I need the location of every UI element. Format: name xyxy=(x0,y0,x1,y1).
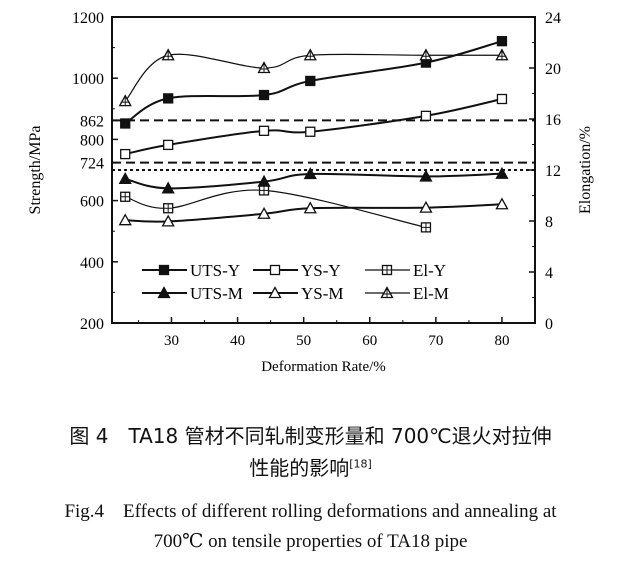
y2-tick-label: 0 xyxy=(545,316,553,333)
data-point-uts-y xyxy=(496,36,508,47)
y-tick-label: 200 xyxy=(80,316,104,333)
data-point-uts-y xyxy=(258,89,270,101)
data-point-uts-m xyxy=(257,174,271,187)
y-tick-label: 724 xyxy=(80,156,104,173)
caption-reference: [18] xyxy=(349,457,372,471)
y-tick-label: 1200 xyxy=(72,10,104,27)
data-point-ys-m xyxy=(257,206,271,219)
series-line-el-y xyxy=(125,189,427,228)
x-tick-label: 80 xyxy=(494,333,509,349)
chart: 30 40 50 60 70 80 200 400 600 724 800 862 1000 1200 0 4… xyxy=(27,10,594,375)
caption-cn-text: 性能的影响 xyxy=(249,456,350,480)
y2-tick-label: 20 xyxy=(545,61,561,78)
legend-label: YS-M xyxy=(301,284,344,303)
caption-en-line1: Fig.4 Effects of different rolling defor… xyxy=(64,501,557,522)
data-point-ys-m xyxy=(118,213,132,226)
legend-label: El-M xyxy=(413,284,449,303)
data-point-uts-m xyxy=(495,166,509,179)
y2-tick-label: 12 xyxy=(545,163,561,180)
y2-tick-label: 8 xyxy=(545,214,553,231)
y-tick-label: 862 xyxy=(80,113,104,130)
data-point-ys-y xyxy=(420,110,432,121)
legend-marker xyxy=(158,264,170,276)
legend-marker xyxy=(268,286,282,299)
x-axis-label: Deformation Rate/% xyxy=(261,359,386,375)
y-tick-label: 400 xyxy=(80,255,104,272)
caption-cn-line1: 图 4 TA18 管材不同轧制变形量和 700℃退火对拉伸 xyxy=(69,424,552,448)
data-point-ys-y xyxy=(305,126,316,137)
x-tick-label: 30 xyxy=(164,333,179,349)
y-tick-label: 600 xyxy=(80,194,104,211)
series-line-ys-y xyxy=(125,98,503,156)
legend-label: UTS-M xyxy=(190,284,243,303)
y2-tick-label: 4 xyxy=(545,265,553,282)
data-point-ys-y xyxy=(120,148,131,160)
data-point-ys-y xyxy=(258,125,270,136)
legend-label: El-Y xyxy=(413,261,446,280)
data-point-uts-m xyxy=(118,172,132,185)
data-point-ys-m xyxy=(495,197,509,210)
y2-tick-label: 24 xyxy=(545,10,561,27)
x-tick-label: 50 xyxy=(296,333,311,349)
data-point-ys-m xyxy=(303,201,317,214)
data-point-uts-m xyxy=(419,169,433,182)
x-tick-label: 40 xyxy=(230,333,245,349)
data-point-uts-m xyxy=(303,167,317,180)
y-tick-label: 1000 xyxy=(72,71,104,88)
y-tick-label: 800 xyxy=(80,132,104,149)
caption-cn-line2: 性能的影响[18] xyxy=(0,452,621,481)
legend-marker xyxy=(269,264,281,276)
caption-en-line2: 700℃ on tensile properties of TA18 pipe xyxy=(153,531,468,552)
data-point-uts-y xyxy=(120,118,131,129)
data-point-ys-y xyxy=(496,93,508,105)
data-point-uts-y xyxy=(163,93,174,104)
data-point-uts-m xyxy=(161,181,175,194)
legend-label: YS-Y xyxy=(301,261,341,280)
y-axis-label: Strength/MPa xyxy=(27,126,44,215)
data-point-ys-m xyxy=(161,214,175,227)
data-point-ys-y xyxy=(163,139,174,151)
x-tick-label: 60 xyxy=(362,333,377,349)
data-point-uts-y xyxy=(305,75,316,87)
data-point-ys-m xyxy=(419,200,433,213)
y2-axis-label: Elongation/% xyxy=(577,126,594,214)
x-tick-label: 70 xyxy=(428,333,443,349)
legend-label: UTS-Y xyxy=(190,261,240,280)
y2-tick-label: 16 xyxy=(545,112,561,129)
legend-marker xyxy=(157,286,171,299)
